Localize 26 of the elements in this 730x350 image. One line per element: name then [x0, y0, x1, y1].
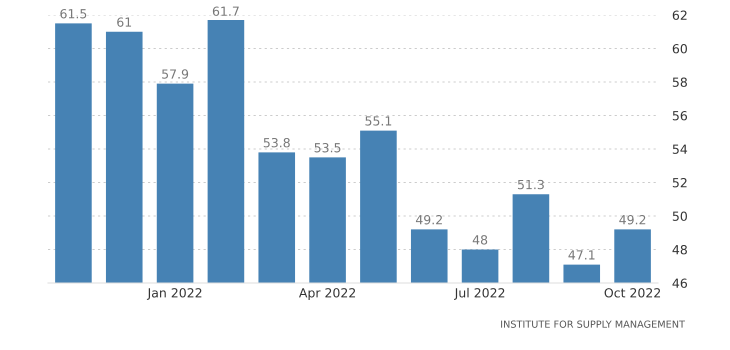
y-tick-label: 56: [672, 110, 688, 120]
data-label: 49.2: [416, 215, 442, 224]
x-tick-label: Apr 2022: [298, 288, 356, 300]
data-label: 57.9: [162, 69, 188, 79]
data-label: 53.8: [264, 138, 290, 148]
data-label: 51.3: [518, 180, 544, 190]
data-label: 47.1: [568, 250, 595, 260]
text: INSTITUTE FOR SUPPLY MANAGEMENT: [501, 320, 686, 328]
data-label: 61: [117, 17, 132, 27]
x-tick-label: Jan 2022: [146, 288, 202, 300]
y-tick-label: 50: [672, 211, 687, 221]
data-label: 55.1: [365, 116, 392, 126]
data-label: 61.5: [60, 8, 86, 18]
x-tick-label: Oct 2022: [604, 288, 660, 298]
y-tick-label: 46: [672, 278, 688, 288]
data-label: 49.2: [619, 215, 646, 224]
y-tick-label: 52: [672, 178, 687, 188]
y-tick-label: 54: [672, 144, 688, 154]
data-label: 53.5: [314, 142, 340, 152]
data-label: 61.7: [212, 6, 239, 16]
y-tick-label: 48: [672, 244, 687, 254]
y-tick-label: 62: [672, 10, 687, 20]
y-tick-label: 58: [672, 77, 687, 87]
y-tick-label: 60: [672, 44, 687, 54]
x-tick-label: Jul 2022: [454, 288, 504, 300]
data-label: 48: [472, 235, 488, 245]
